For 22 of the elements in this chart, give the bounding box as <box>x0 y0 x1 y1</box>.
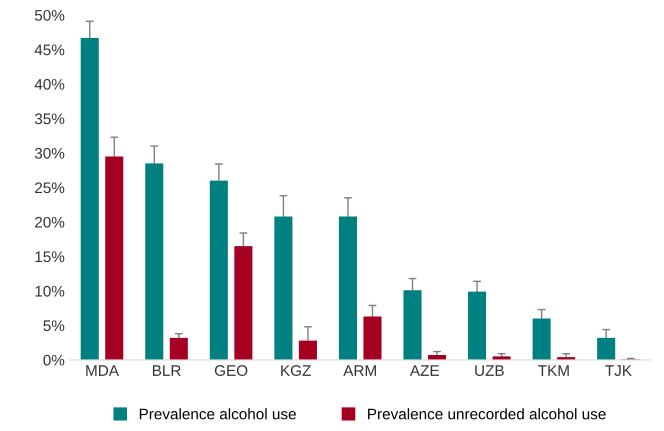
x-tick-label: TKM <box>538 365 569 376</box>
y-tick-label: 20% <box>35 216 64 228</box>
x-tick-label: UZB <box>475 365 504 376</box>
y-tick-label: 15% <box>35 251 64 262</box>
x-tick-label: TJK <box>605 365 632 376</box>
y-tick-label: 45% <box>34 44 64 56</box>
y-tick-label: 40% <box>34 78 64 90</box>
x-tick-label: MDA <box>86 365 119 376</box>
legend-label: Prevalence unrecorded alcohol use <box>368 408 606 420</box>
legend-label: Prevalence alcohol use <box>140 408 296 420</box>
y-tick-label: 10% <box>35 286 64 297</box>
x-tick-label: BLR <box>152 365 181 376</box>
x-tick-label: KGZ <box>281 365 311 376</box>
x-tick-label: AZE <box>410 365 439 376</box>
y-tick-label: 5% <box>43 320 64 332</box>
x-tick-label: GEO <box>214 365 248 376</box>
y-tick-label: 30% <box>34 148 64 159</box>
x-tick-label: ARM <box>343 365 376 376</box>
y-tick-label: 50% <box>34 10 64 21</box>
y-tick-label: 25% <box>35 182 64 194</box>
y-tick-label: 35% <box>34 113 64 124</box>
y-tick-label: 0% <box>43 354 64 366</box>
